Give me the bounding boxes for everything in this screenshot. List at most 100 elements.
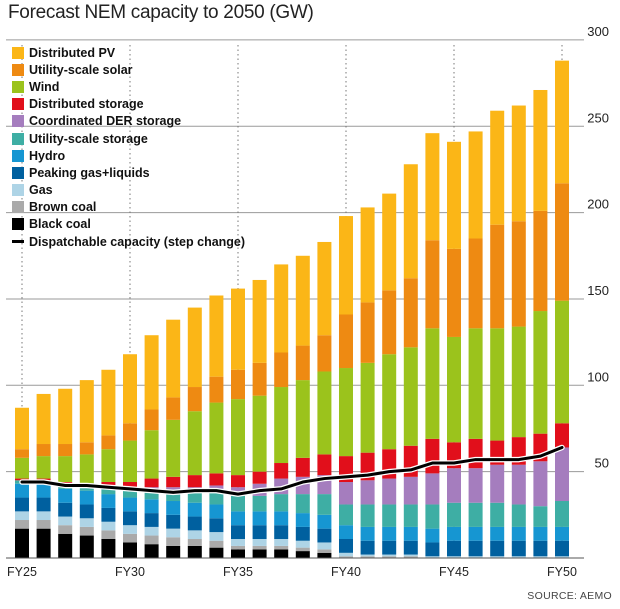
legend-swatch — [12, 201, 24, 214]
bar-segment — [144, 499, 159, 514]
bar-segment — [79, 518, 94, 527]
bar-segment — [166, 528, 181, 538]
bar-segment — [425, 528, 440, 543]
legend-label: Coordinated DER storage — [29, 114, 182, 129]
bar-segment — [144, 490, 159, 500]
bar-segment — [317, 514, 332, 529]
bar-segment — [274, 549, 289, 558]
bar-segment — [187, 539, 202, 546]
bar-segment — [295, 513, 310, 527]
bar-segment — [58, 525, 73, 534]
legend-label: Dispatchable capacity (step change) — [29, 234, 246, 249]
bar-segment — [533, 311, 548, 434]
legend-label: Peaking gas+liquids — [29, 165, 150, 180]
y-tick-label: 150 — [587, 283, 609, 298]
bar-segment — [533, 506, 548, 527]
bar-segment — [166, 419, 181, 477]
bar-segment — [447, 248, 461, 337]
y-tick-label: 200 — [587, 197, 609, 212]
bar-segment — [36, 444, 51, 457]
bar-segment — [58, 444, 73, 457]
bar-segment — [360, 556, 375, 558]
bar-segment — [339, 482, 353, 505]
bar-segment — [79, 454, 94, 484]
legend-item-dispatchable: Dispatchable capacity (step change) — [12, 233, 245, 250]
legend-item: Gas — [12, 182, 245, 199]
bar-segment — [36, 393, 51, 445]
legend-item: Black coal — [12, 216, 245, 233]
bar-segment — [382, 354, 397, 450]
bar-segment — [209, 547, 224, 558]
bar-segment — [101, 369, 116, 436]
bar-segment — [166, 490, 181, 502]
bar-segment — [317, 552, 332, 558]
bar-segment — [382, 526, 397, 541]
legend-swatch — [12, 218, 24, 231]
bar-segment — [123, 423, 137, 441]
bar-segment — [166, 487, 181, 491]
legend-line-swatch — [12, 240, 24, 244]
bar-segment — [490, 526, 505, 541]
bar-segment — [209, 540, 224, 548]
bar-segment — [274, 264, 289, 353]
bar-segment — [123, 440, 137, 483]
bar-segment — [468, 438, 483, 469]
bar-segment — [274, 545, 289, 550]
dispatchable-line — [20, 445, 564, 496]
bar-segment — [101, 521, 116, 531]
x-tick-label: FY40 — [331, 565, 361, 579]
legend-swatch — [12, 98, 24, 111]
bar-segment — [447, 556, 461, 558]
bar-segment — [187, 387, 202, 412]
bar-segment — [101, 488, 116, 495]
bar-segment — [79, 526, 94, 536]
chart-title: Forecast NEM capacity to 2050 (GW) — [8, 2, 314, 23]
x-tick-label: FY45 — [439, 565, 469, 579]
bar-segment — [101, 539, 116, 558]
legend-item: Coordinated DER storage — [12, 113, 245, 130]
bar-segment — [403, 278, 418, 348]
bar-segment — [317, 335, 332, 372]
bar-segment — [274, 352, 289, 388]
bar-segment — [425, 556, 440, 558]
bar-segment — [187, 307, 202, 388]
bar-segment — [511, 556, 526, 558]
bar-segment — [15, 528, 29, 558]
bar-segment — [425, 473, 440, 505]
bar-segment — [555, 540, 569, 557]
bar-segment — [144, 535, 159, 545]
bar-segment — [533, 526, 548, 541]
bar-segment — [36, 520, 51, 529]
bar-segment — [252, 549, 267, 558]
bar-segment — [447, 540, 461, 557]
legend-swatch — [12, 166, 24, 179]
bar-segment — [166, 501, 181, 515]
bar-segment — [231, 475, 245, 488]
bar-segment — [209, 473, 224, 486]
bar-segment — [123, 497, 137, 512]
bar-segment — [144, 430, 159, 479]
bar-segment — [468, 556, 483, 558]
bar-segment — [425, 438, 440, 474]
bar-segment — [490, 502, 505, 527]
bar-segment — [101, 435, 116, 450]
bar-segment — [339, 314, 353, 369]
bar-segment — [425, 542, 440, 557]
bar-segment — [490, 464, 505, 503]
bar-segment — [36, 497, 51, 512]
bar-segment — [511, 526, 526, 541]
bar-segment — [144, 526, 159, 536]
bar-segment — [231, 525, 245, 540]
bar-segment — [511, 326, 526, 438]
bar-segment — [144, 409, 159, 431]
bar-segment — [339, 525, 353, 540]
bar-segment — [360, 526, 375, 541]
bar-segment — [468, 502, 483, 527]
bar-segment — [295, 526, 310, 541]
bar-segment — [555, 501, 569, 527]
y-tick-label: 300 — [587, 24, 609, 39]
bar-segment — [58, 516, 73, 526]
bar-segment — [252, 525, 267, 540]
bar-segment — [231, 369, 245, 400]
bar-segment — [15, 497, 29, 512]
